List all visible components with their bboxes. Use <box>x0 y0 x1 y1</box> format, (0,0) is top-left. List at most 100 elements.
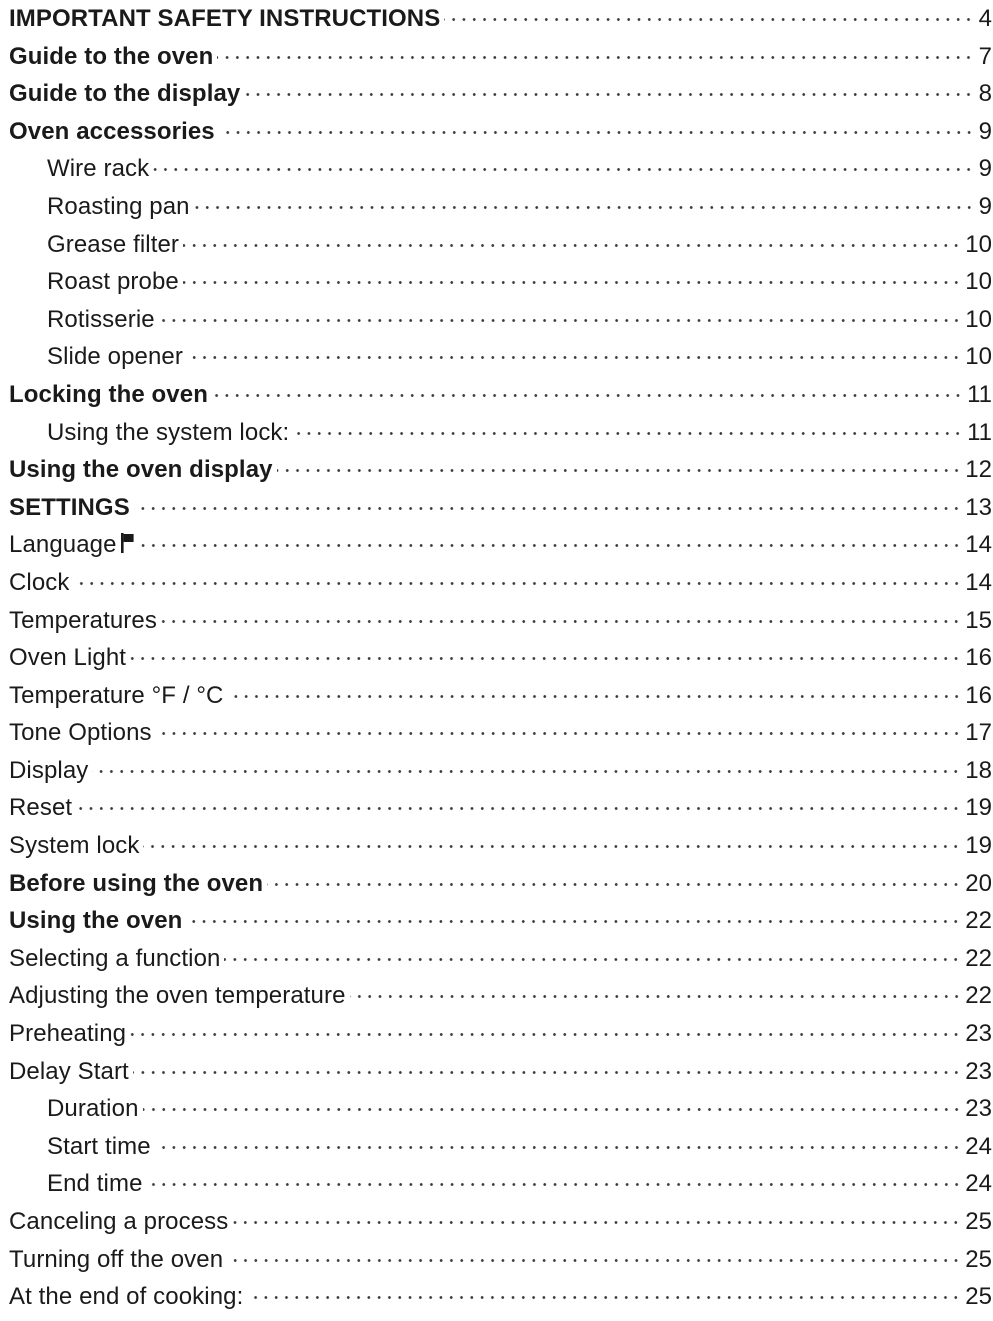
dot-leader <box>155 732 962 736</box>
dot-leader <box>247 1296 962 1300</box>
dot-leader <box>146 1183 962 1187</box>
dot-leader <box>186 920 962 924</box>
toc-entry[interactable]: SETTINGS 13 <box>9 494 992 532</box>
toc-entry-title: Clock <box>9 568 70 596</box>
toc-entry[interactable]: Guide to the oven 7 <box>9 43 992 81</box>
dot-leader <box>227 694 962 698</box>
toc-entry-title: Roasting pan <box>47 192 190 220</box>
toc-entry-page-number: 24 <box>965 1170 992 1198</box>
toc-entry[interactable]: Language 14 <box>9 531 992 569</box>
dot-leader <box>132 1070 962 1074</box>
toc-entry-title: Oven Light <box>9 644 127 672</box>
dot-leader <box>76 807 962 811</box>
dot-leader <box>158 318 962 322</box>
toc-entry[interactable]: Preheating 23 <box>9 1020 992 1058</box>
toc-entry[interactable]: Slide opener 10 <box>9 343 992 381</box>
dot-leader <box>211 393 964 397</box>
toc-entry[interactable]: Tone Options 17 <box>9 719 992 757</box>
toc-entry[interactable]: Rotisserie 10 <box>9 306 992 344</box>
toc-entry[interactable]: Adjusting the oven temperature 22 <box>9 982 992 1020</box>
toc-entry[interactable]: Clock 14 <box>9 569 992 607</box>
toc-entry-page-number: 9 <box>978 192 992 220</box>
toc-entry-title: Duration <box>47 1095 139 1123</box>
toc-entry[interactable]: Turning off the oven 25 <box>9 1246 992 1284</box>
dot-leader <box>160 619 962 623</box>
toc-entry[interactable]: Grease filter 10 <box>9 231 992 269</box>
toc-entry[interactable]: IMPORTANT SAFETY INSTRUCTIONS 4 <box>9 5 992 43</box>
toc-entry-title: Selecting a function <box>9 944 221 972</box>
dot-leader <box>142 1108 962 1112</box>
toc-entry[interactable]: Roast probe 10 <box>9 268 992 306</box>
table-of-contents: IMPORTANT SAFETY INSTRUCTIONS 4 Guide to t… <box>9 5 992 1321</box>
toc-entry[interactable]: Oven accessories 9 <box>9 118 992 156</box>
toc-entry-page-number: 23 <box>965 1020 992 1048</box>
toc-entry-title: Grease filter <box>47 230 180 258</box>
toc-entry-page-number: 18 <box>965 756 992 784</box>
toc-entry[interactable]: Using the system lock: 11 <box>9 419 992 457</box>
toc-entry-title: Adjusting the oven temperature <box>9 982 346 1010</box>
toc-entry-page-number: 8 <box>978 80 992 108</box>
dot-leader <box>92 769 962 773</box>
toc-entry[interactable]: At the end of cooking: 25 <box>9 1283 992 1321</box>
toc-entry[interactable]: Temperatures 15 <box>9 607 992 645</box>
toc-entry-title: Guide to the display <box>9 80 241 108</box>
toc-entry-title: Canceling a process <box>9 1208 229 1235</box>
dot-leader <box>349 995 962 999</box>
toc-entry[interactable]: Wire rack 9 <box>9 155 992 193</box>
toc-entry[interactable]: System lock 19 <box>9 832 992 870</box>
toc-entry[interactable]: Oven Light 16 <box>9 644 992 682</box>
toc-entry-title: Guide to the oven <box>9 42 214 70</box>
dot-leader <box>276 469 962 473</box>
toc-entry-page-number: 23 <box>965 1057 992 1085</box>
dot-leader <box>232 1221 962 1224</box>
dot-leader <box>133 506 962 510</box>
toc-entry-page-number: 11 <box>967 380 992 408</box>
dot-leader <box>153 168 974 172</box>
toc-entry[interactable]: Canceling a process 25 <box>9 1208 992 1246</box>
toc-entry-title: Before using the oven <box>9 869 264 897</box>
toc-entry-page-number: 17 <box>965 719 992 747</box>
toc-entry[interactable]: Selecting a function 22 <box>9 945 992 983</box>
toc-entry-title: End time <box>47 1170 143 1198</box>
toc-entry-page-number: 22 <box>965 944 992 972</box>
dot-leader <box>182 281 962 285</box>
toc-entry[interactable]: End time 24 <box>9 1170 992 1208</box>
toc-entry[interactable]: Guide to the display 8 <box>9 80 992 118</box>
toc-entry-title: Using the oven <box>9 907 183 935</box>
dot-leader <box>73 581 962 585</box>
toc-entry[interactable]: Roasting pan 9 <box>9 193 992 231</box>
dot-leader <box>193 205 974 209</box>
toc-entry[interactable]: Start time 24 <box>9 1133 992 1171</box>
toc-entry[interactable]: Before using the oven 20 <box>9 870 992 908</box>
toc-entry-title: Reset <box>9 794 73 822</box>
toc-entry-page-number: 14 <box>965 568 992 596</box>
toc-entry[interactable]: Using the oven 22 <box>9 907 992 945</box>
toc-entry[interactable]: Reset 19 <box>9 794 992 832</box>
toc-entry[interactable]: Duration 23 <box>9 1095 992 1133</box>
toc-entry-page-number: 23 <box>965 1095 992 1123</box>
toc-entry-page-number: 20 <box>965 869 992 897</box>
toc-entry[interactable]: Locking the oven 11 <box>9 381 992 419</box>
toc-entry-title: Language <box>9 531 117 559</box>
flag-icon <box>120 533 134 554</box>
toc-entry[interactable]: Delay Start 23 <box>9 1058 992 1096</box>
toc-entry[interactable]: Using the oven display 12 <box>9 456 992 494</box>
toc-entry-title: Slide opener <box>47 343 183 371</box>
toc-entry-title: Wire rack <box>47 155 150 183</box>
toc-entry-page-number: 9 <box>978 117 992 145</box>
dot-leader <box>137 544 962 548</box>
toc-entry-title: Display <box>9 756 89 784</box>
toc-entry-page-number: 13 <box>965 493 992 521</box>
toc-entry-page-number: 22 <box>965 982 992 1010</box>
dot-leader <box>154 1145 962 1149</box>
toc-entry-page-number: 22 <box>965 907 992 935</box>
toc-entry-page-number: 25 <box>965 1283 992 1311</box>
dot-leader <box>244 93 974 97</box>
toc-entry[interactable]: Display 18 <box>9 757 992 795</box>
toc-entry-title: Roast probe <box>47 268 179 296</box>
toc-entry[interactable]: Temperature °F / °C 16 <box>9 682 992 720</box>
dot-leader <box>217 55 974 59</box>
toc-entry-title: Temperature °F / °C <box>9 681 224 709</box>
toc-entry-title: SETTINGS <box>9 493 130 521</box>
toc-entry-page-number: 25 <box>965 1245 992 1273</box>
